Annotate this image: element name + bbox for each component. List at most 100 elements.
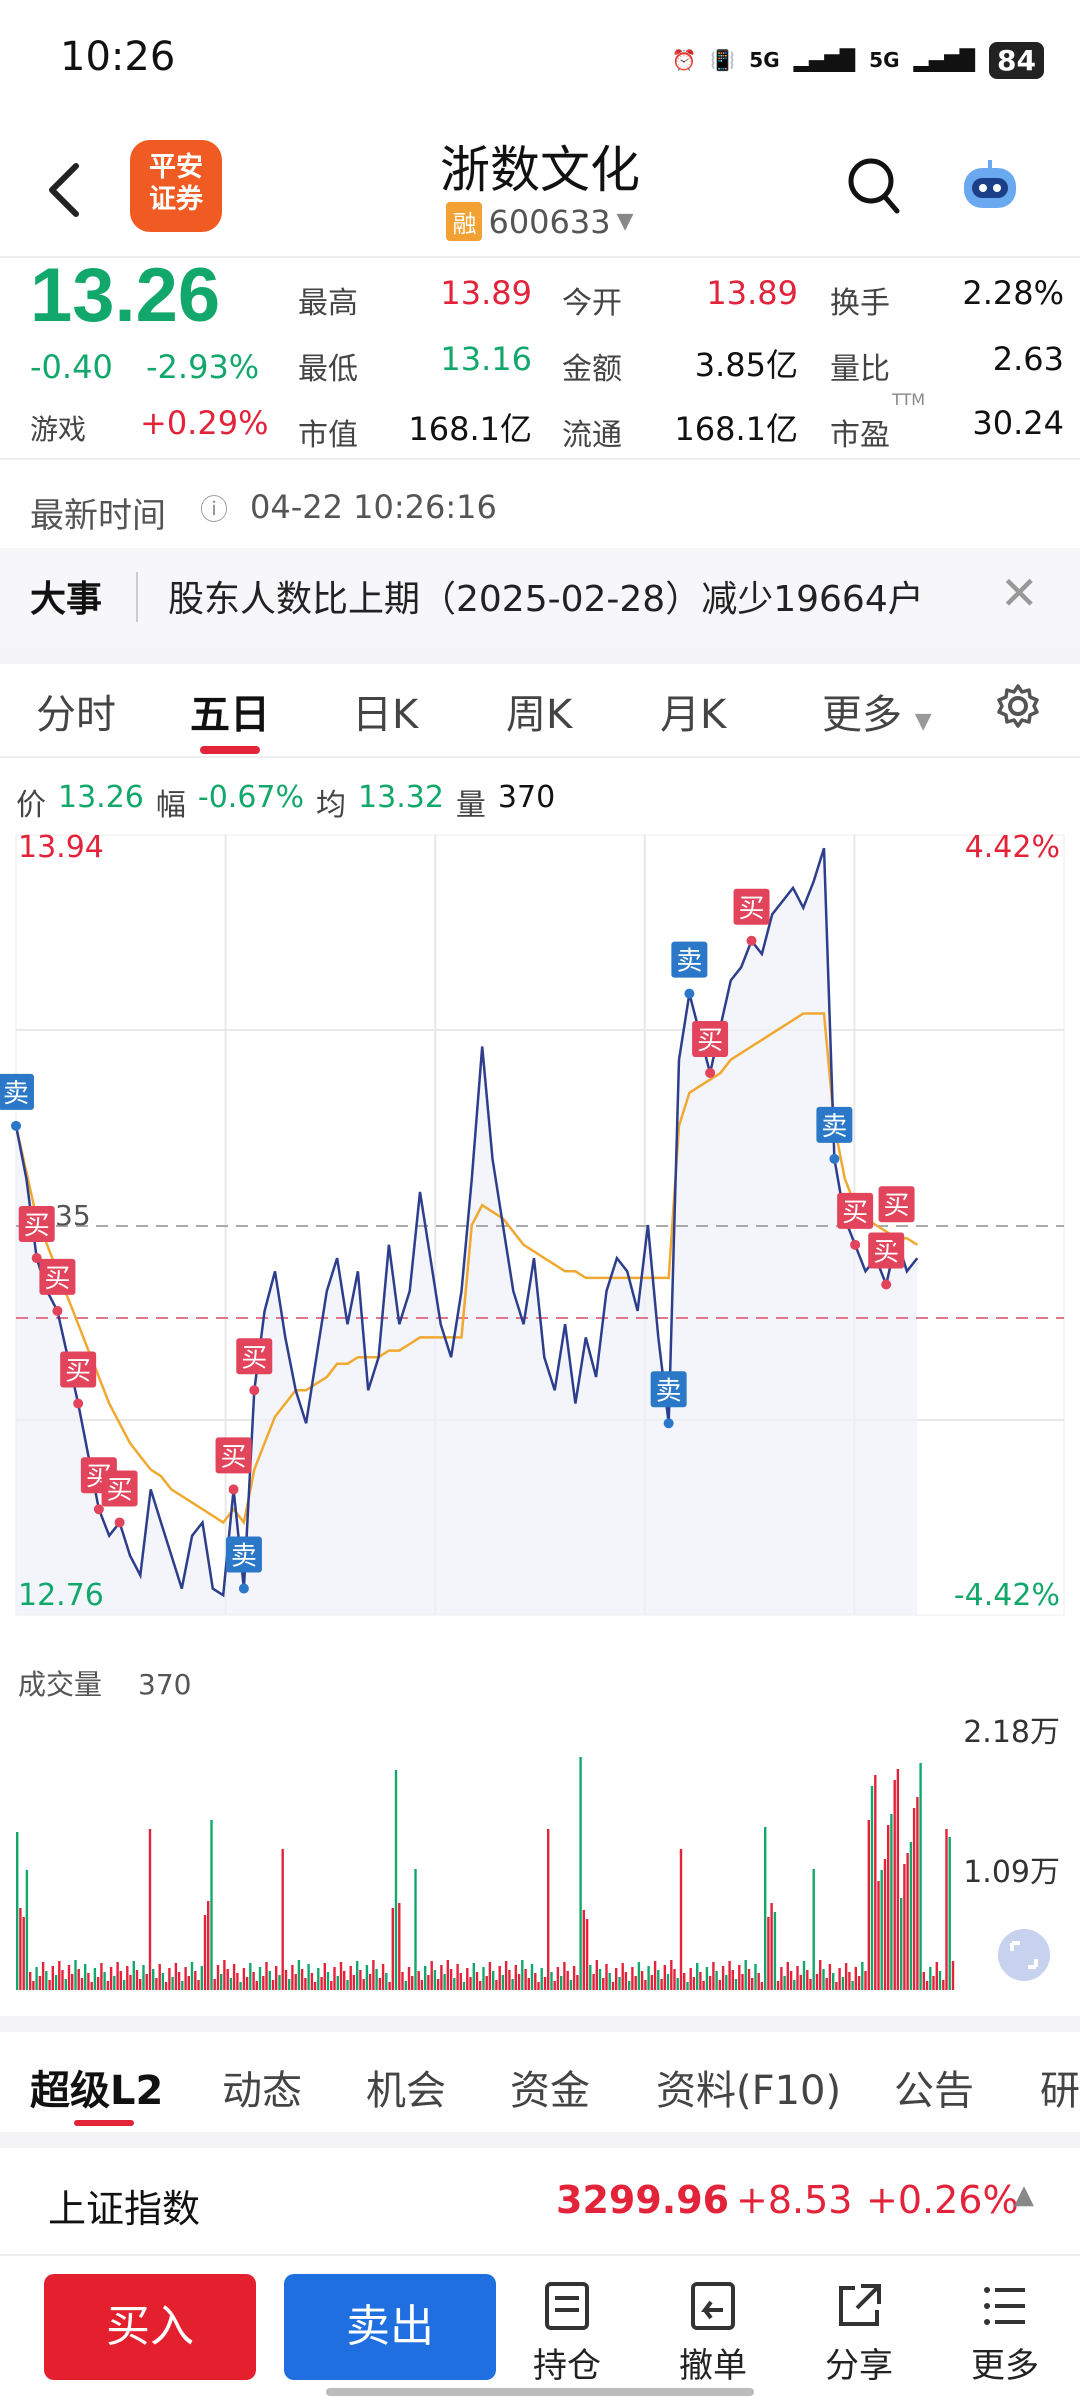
volume-bar: [174, 1963, 178, 1990]
status-time: 10:26: [60, 34, 176, 80]
volume-bar: [148, 1829, 152, 1990]
five-day-price-chart[interactable]: 13.94 12.76 4.42% -4.42% 35 卖买买买买买买卖买卖卖买…: [0, 830, 1080, 1630]
volume-bar: [945, 1829, 948, 1990]
more-button[interactable]: 更多: [950, 2280, 1060, 2387]
volume-bar: [420, 1980, 424, 1990]
volume-bar: [372, 1960, 375, 1990]
volume-bar: [326, 1972, 330, 1990]
volume-bar: [132, 1961, 135, 1990]
info-icon[interactable]: ⓘ: [200, 493, 229, 526]
volume-bar: [938, 1971, 942, 1990]
volume-bar: [236, 1973, 239, 1990]
volume-bar: [670, 1960, 673, 1990]
volume-bar: [689, 1968, 692, 1990]
sector-label[interactable]: 游戏: [30, 413, 87, 446]
tab-f10[interactable]: 资料(F10): [656, 2068, 842, 2114]
vol-top-label: 2.18万: [963, 1715, 1060, 1750]
volume-bar: [773, 1912, 777, 1990]
sell-button[interactable]: 卖出: [284, 2274, 496, 2380]
cancel-order-button[interactable]: 撤单: [658, 2280, 768, 2387]
settings-gear-icon[interactable]: [994, 682, 1042, 730]
chart-info-row: 价 13.26 幅 -0.67% 均 13.32 量 370: [16, 780, 556, 823]
volume-bar: [229, 1978, 233, 1990]
trade-point: [249, 1385, 260, 1396]
tab-intraday[interactable]: 分时: [36, 692, 116, 738]
volume-bar: [666, 1974, 670, 1990]
fullscreen-icon[interactable]: [998, 1929, 1050, 1981]
volume-bar: [764, 1827, 767, 1990]
search-icon[interactable]: [845, 155, 901, 215]
tab-daily-k[interactable]: 日K: [352, 692, 419, 738]
volume-bar: [595, 1960, 598, 1990]
buy-button[interactable]: 买入: [44, 2274, 256, 2380]
event-banner[interactable]: 大事 股东人数比上期（2025-02-28）减少19664户 ✕: [0, 548, 1080, 648]
volume-bar: [734, 1979, 738, 1990]
trade-marker-label: 买: [739, 894, 765, 924]
volume-bar: [757, 1973, 760, 1990]
tab-weekly-k[interactable]: 周K: [506, 692, 573, 738]
volume-bar: [343, 1971, 346, 1990]
volume-bar: [844, 1963, 848, 1990]
average-price-line: [14, 1012, 918, 1526]
volume-bar: [832, 1973, 835, 1990]
volume-bar: [349, 1966, 352, 1990]
volume-bar: [789, 1971, 793, 1990]
volume-bar: [498, 1966, 501, 1990]
index-ticker[interactable]: 上证指数 3299.96 +8.53 +0.26% ▲: [0, 2148, 1080, 2252]
sector-pct: +0.29%: [140, 404, 269, 442]
index-change-pct: +0.26%: [866, 2178, 1019, 2222]
volume-bar: [466, 1968, 469, 1990]
volume-bar: [385, 1973, 388, 1990]
status-bar: 10:26 ⏰ 📳 5G ▂▄▆█ 5G ▂▄▆█ 84: [0, 0, 1080, 120]
stock-code-row[interactable]: 融 600633 ▼: [0, 202, 1080, 241]
volume-bar: [203, 1915, 207, 1990]
volume-bar: [896, 1769, 900, 1990]
back-icon[interactable]: [40, 160, 90, 220]
volume-bar: [653, 1961, 657, 1990]
volume-bar: [637, 1962, 641, 1990]
turnover-value: 2.28%: [962, 274, 1064, 312]
y-top-label: 13.94: [18, 830, 104, 865]
volume-bar: [330, 1981, 333, 1990]
tab-monthly-k[interactable]: 月K: [660, 692, 727, 738]
close-icon[interactable]: ✕: [1000, 566, 1039, 620]
volume-bar: [29, 1972, 32, 1990]
volume-bar: [553, 1981, 556, 1990]
volume-bar: [514, 1965, 517, 1990]
holdings-button[interactable]: 持仓: [512, 2280, 622, 2387]
volume-bar: [449, 1969, 453, 1990]
volume-chart[interactable]: 成交量 370 2.18万 1.09万: [0, 1660, 1080, 2000]
volume-bar: [368, 1974, 372, 1990]
volume-bar: [122, 1980, 126, 1990]
volume-bar: [919, 1763, 922, 1990]
volume-bar: [592, 1974, 595, 1990]
document-icon: [545, 2282, 589, 2330]
trade-point: [881, 1279, 892, 1290]
tab-more[interactable]: 更多 ▼: [822, 692, 932, 738]
volume-bar: [608, 1973, 611, 1990]
tab-opportunity[interactable]: 机会: [366, 2068, 446, 2114]
tab-research[interactable]: 研: [1040, 2068, 1080, 2114]
chevron-down-icon: ▼: [914, 709, 932, 734]
volume-bar: [508, 1970, 511, 1990]
tab-five-day[interactable]: 五日: [190, 692, 270, 738]
volume-bar: [809, 1979, 812, 1990]
tab-capital[interactable]: 资金: [510, 2068, 590, 2114]
volume-bar: [90, 1982, 93, 1990]
volume-bar: [100, 1963, 103, 1990]
volume-bar: [602, 1978, 605, 1990]
tab-super-l2[interactable]: 超级L2: [30, 2068, 164, 2114]
tab-announcement[interactable]: 公告: [894, 2068, 974, 2114]
volume-bar: [644, 1980, 647, 1990]
amount-value: 3.85亿: [694, 346, 798, 384]
chevron-up-icon[interactable]: ▲: [1014, 2180, 1034, 2210]
volume-bar: [411, 1976, 414, 1990]
volume-bar: [906, 1853, 909, 1990]
volume-bar: [164, 1982, 168, 1990]
ai-assistant-icon[interactable]: [958, 158, 1022, 214]
trade-point: [829, 1153, 840, 1164]
tab-news[interactable]: 动态: [222, 2068, 302, 2114]
share-button[interactable]: 分享: [804, 2280, 914, 2387]
buy-marker: [733, 888, 770, 925]
volume-bar: [579, 1757, 582, 1990]
